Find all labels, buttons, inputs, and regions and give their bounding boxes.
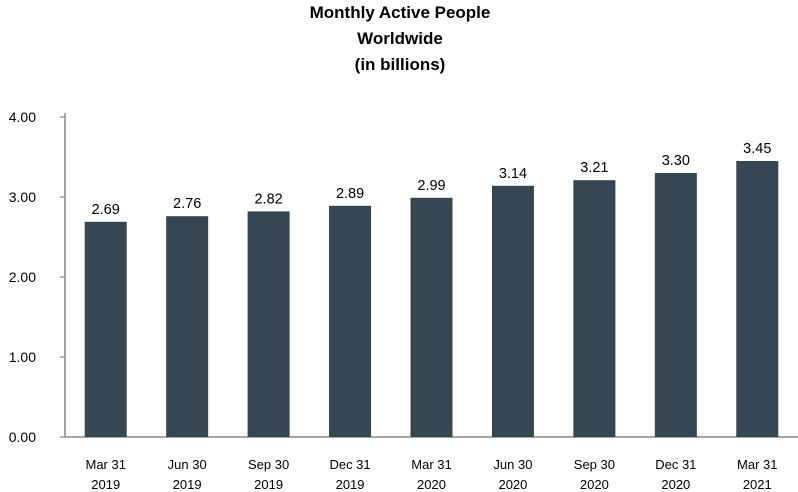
bar [573, 180, 616, 437]
x-tick-label: Jun 30 [493, 457, 532, 472]
bar [410, 197, 453, 437]
bar [247, 211, 290, 437]
data-label: 2.82 [254, 191, 282, 207]
data-label: 3.30 [662, 153, 690, 169]
x-tick-label-year: 2019 [254, 477, 283, 492]
y-tick-label: 3.00 [9, 189, 36, 205]
x-tick-label: Mar 31 [85, 457, 125, 472]
data-label: 2.69 [92, 202, 120, 218]
bar [84, 221, 127, 437]
bar [329, 205, 372, 437]
y-tick-label: 4.00 [9, 109, 36, 125]
y-tick-label: 0.00 [9, 429, 36, 445]
data-label: 3.45 [743, 141, 771, 157]
chart-subtitle-units: (in billions) [354, 55, 446, 74]
data-label: 2.76 [173, 196, 201, 212]
x-tick-label: Dec 31 [655, 457, 696, 472]
x-tick-label-year: 2019 [336, 477, 365, 492]
x-tick-label: Dec 31 [329, 457, 370, 472]
y-tick-label: 1.00 [9, 349, 36, 365]
x-tick-label-year: 2019 [173, 477, 202, 492]
x-tick-label-year: 2020 [661, 477, 690, 492]
x-tick-label-year: 2020 [417, 477, 446, 492]
x-tick-label-year: 2020 [498, 477, 527, 492]
x-tick-label: Sep 30 [248, 457, 289, 472]
bar [491, 185, 534, 437]
x-tick-label: Mar 31 [737, 457, 777, 472]
bar [166, 216, 209, 437]
x-tick-label: Mar 31 [411, 457, 451, 472]
x-tick-label-year: 2021 [743, 477, 772, 492]
x-tick-label: Jun 30 [168, 457, 207, 472]
x-tick-label: Sep 30 [574, 457, 615, 472]
bar [736, 161, 779, 437]
data-label: 2.89 [336, 186, 364, 202]
bar [654, 173, 697, 437]
chart-title: Monthly Active People [309, 3, 491, 22]
chart-subtitle: Worldwide [357, 29, 443, 48]
x-tick-label-year: 2020 [580, 477, 609, 492]
data-label: 2.99 [417, 178, 445, 194]
data-label: 3.14 [499, 166, 527, 182]
y-tick-label: 2.00 [9, 269, 36, 285]
chart-title-block: Monthly Active People Worldwide (in bill… [0, 0, 798, 78]
x-tick-label-year: 2019 [91, 477, 120, 492]
data-label: 3.21 [580, 160, 608, 176]
